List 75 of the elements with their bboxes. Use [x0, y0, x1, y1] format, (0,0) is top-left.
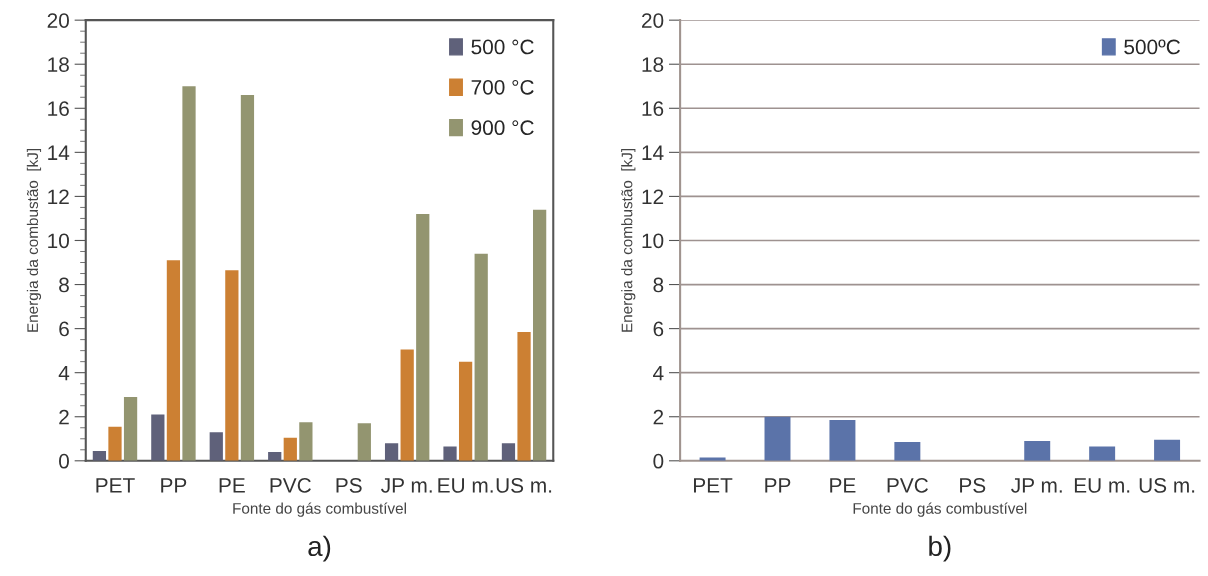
- bar: [501, 443, 516, 461]
- y-axis-title: Energia da combustão [kJ]: [621, 149, 636, 332]
- bar: [299, 422, 313, 461]
- y-tick-label: 18: [48, 57, 69, 72]
- y-tick-label: 12: [642, 189, 664, 204]
- y-tick-label: 16: [642, 101, 664, 117]
- x-tick-label: PE: [219, 478, 245, 493]
- y-axis-title: Energia da combustão [kJ]: [26, 149, 42, 332]
- y-tick-label: 2: [653, 409, 664, 425]
- bar: [829, 420, 856, 461]
- y-tick-label: 10: [48, 233, 69, 249]
- y-tick-label: 6: [59, 321, 69, 337]
- y-tick-label: 4: [653, 365, 664, 381]
- x-tick-label: PS: [336, 478, 362, 493]
- text: a): [308, 535, 331, 562]
- x-tick-label: PET: [694, 478, 733, 493]
- bar: [458, 361, 473, 461]
- x-tick-label: PE: [830, 478, 856, 493]
- y-tick-label: 14: [48, 145, 70, 160]
- bar: [517, 331, 531, 461]
- bar: [151, 414, 165, 461]
- y-tick-label: 2: [59, 409, 69, 425]
- bar: [240, 95, 255, 461]
- bar: [416, 214, 430, 461]
- x-tick-label: JP m.: [1011, 478, 1062, 493]
- x-tick-label: PVC: [887, 478, 928, 493]
- bar: [1024, 440, 1051, 461]
- y-tick-label: 4: [58, 365, 70, 381]
- x-tick-label: PP: [765, 478, 791, 493]
- legend-label: 700 °C: [471, 79, 534, 95]
- bar: [699, 457, 726, 461]
- bar: [182, 86, 196, 461]
- x-tick-label: PS: [960, 478, 986, 493]
- y-tick-label: 16: [48, 101, 69, 117]
- bar: [894, 442, 921, 461]
- x-tick-label: EU m.: [438, 478, 493, 493]
- x-tick-label: PET: [96, 478, 135, 493]
- bar: [474, 253, 488, 461]
- y-tick-label: 20: [47, 13, 69, 28]
- x-tick-label: EU m.: [1074, 478, 1130, 493]
- bar: [384, 443, 399, 461]
- text: b): [929, 535, 951, 562]
- bar: [225, 270, 239, 461]
- bar: [764, 416, 791, 461]
- x-tick-label: JP m.: [381, 478, 432, 493]
- y-tick-label: 14: [642, 145, 664, 160]
- x-tick-label: US m.: [496, 478, 552, 493]
- x-tick-label: PP: [161, 478, 187, 493]
- bar: [209, 432, 223, 461]
- bar: [1154, 439, 1181, 461]
- bar: [123, 396, 138, 461]
- bar: [443, 446, 457, 461]
- bar: [108, 426, 122, 461]
- y-tick-label: 8: [653, 277, 664, 293]
- y-tick-label: 12: [48, 189, 69, 204]
- bar: [357, 423, 371, 461]
- y-tick-label: 6: [653, 321, 664, 337]
- y-tick-label: 0: [653, 453, 664, 469]
- y-tick-label: 10: [642, 233, 664, 249]
- bar: [166, 260, 181, 461]
- x-tick-label: PVC: [270, 478, 311, 493]
- y-tick-label: 0: [59, 453, 69, 469]
- x-tick-label: US m.: [1139, 478, 1195, 493]
- y-tick-label: 20: [642, 13, 664, 28]
- bar: [400, 349, 414, 461]
- x-axis-title: Fonte do gás combustível: [853, 502, 1027, 517]
- bar: [283, 437, 297, 461]
- bar: [1089, 446, 1116, 461]
- legend-label: 900 °C: [471, 120, 534, 136]
- bar: [533, 209, 547, 461]
- y-tick-label: 18: [642, 57, 664, 72]
- y-tick-label: 8: [59, 277, 69, 293]
- x-axis-title: Fonte do gás combustível: [233, 502, 406, 517]
- legend-label: 500 °C: [471, 39, 534, 55]
- legend-label: 500ºC: [1124, 39, 1180, 55]
